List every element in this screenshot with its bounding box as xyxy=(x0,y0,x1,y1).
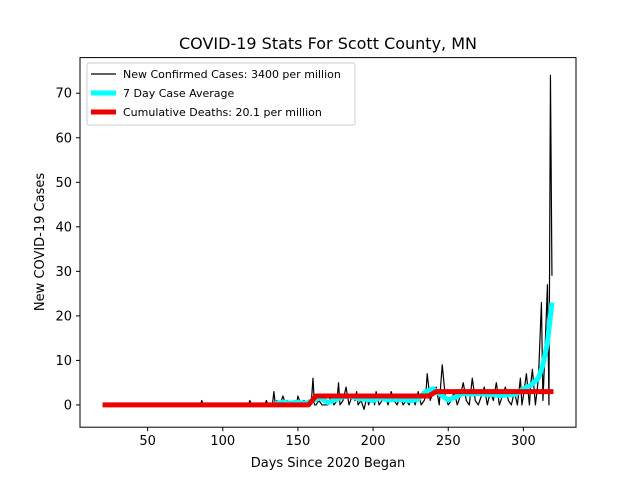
y-tick-label: 20 xyxy=(55,309,72,324)
y-tick-label: 0 xyxy=(64,398,72,413)
x-axis-label: Days Since 2020 Began xyxy=(251,456,406,471)
new-cases-line xyxy=(102,74,553,410)
legend-label-7day-average: 7 Day Case Average xyxy=(123,87,235,100)
cumulative-deaths-line xyxy=(102,389,554,408)
plot-frame xyxy=(79,57,577,428)
x-tick-label: 300 xyxy=(511,434,536,449)
chart-title: COVID-19 Stats For Scott County, MN xyxy=(179,34,477,53)
y-tick-label: 60 xyxy=(55,131,72,146)
y-tick-label: 30 xyxy=(55,265,72,280)
legend-label-new-cases: New Confirmed Cases: 3400 per million xyxy=(123,68,341,81)
x-tick-label: 100 xyxy=(210,434,235,449)
y-tick-label: 40 xyxy=(55,220,72,235)
legend-label-cumulative-deaths: Cumulative Deaths: 20.1 per million xyxy=(123,106,322,119)
y-tick-label: 50 xyxy=(55,176,72,191)
seven-day-average-line xyxy=(274,302,555,407)
y-tick-label: 70 xyxy=(55,87,72,102)
x-tick-label: 150 xyxy=(286,434,311,449)
x-tick-label: 200 xyxy=(361,434,386,449)
x-tick-label: 50 xyxy=(139,434,156,449)
y-tick-label: 10 xyxy=(55,354,72,369)
legend: New Confirmed Cases: 3400 per million 7 … xyxy=(86,62,356,126)
y-axis-label: New COVID-19 Cases xyxy=(33,173,48,311)
x-tick-label: 250 xyxy=(436,434,461,449)
legend-box xyxy=(86,62,356,126)
